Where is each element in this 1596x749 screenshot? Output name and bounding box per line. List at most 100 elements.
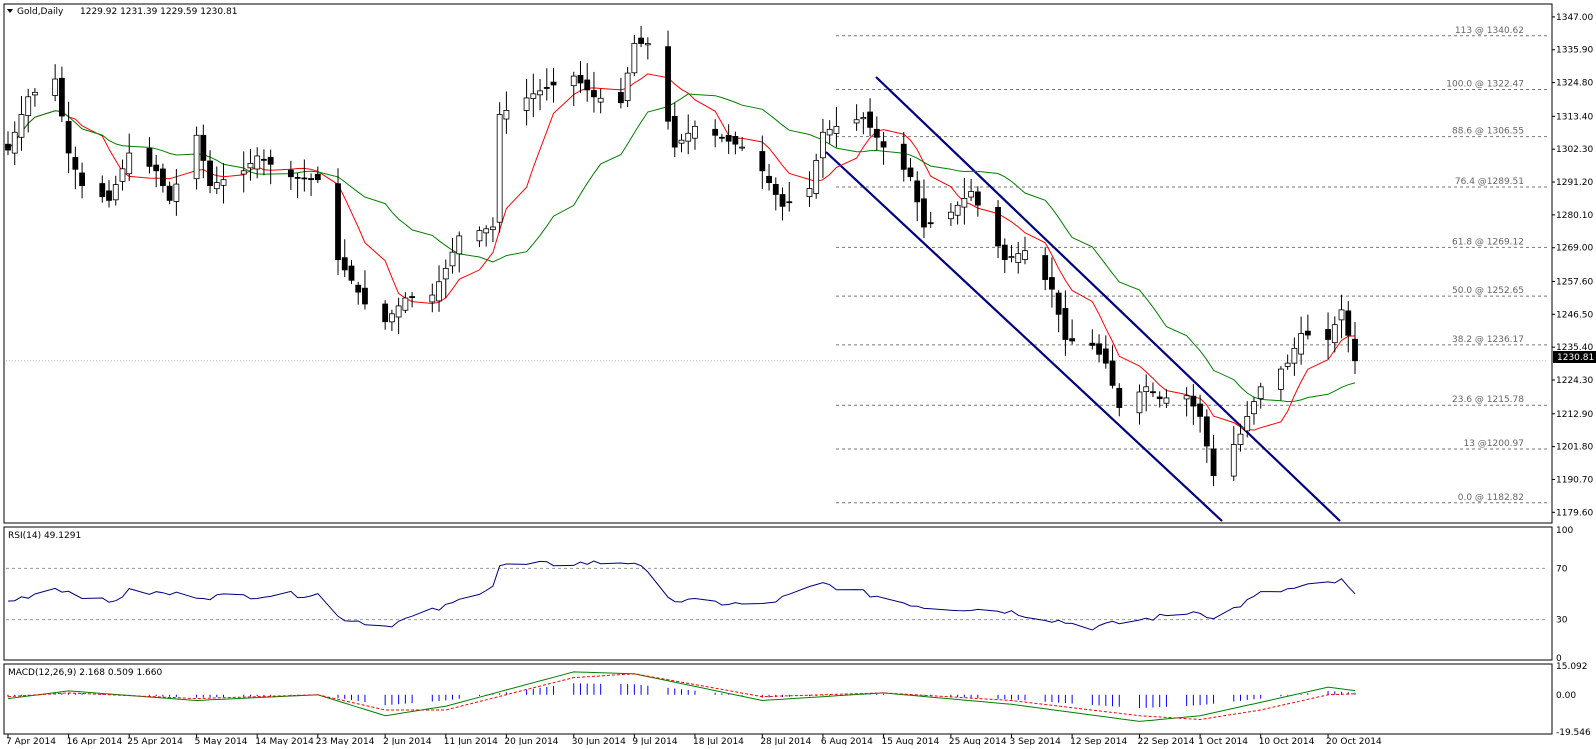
candle-body [314,173,321,181]
candle-body [867,111,873,128]
candle-body [584,79,591,91]
symbol-title: Gold,Daily [17,7,64,17]
ohlc-readout: 1229.92 1231.39 1229.59 1230.81 [80,7,237,17]
candle-body [99,183,106,198]
candle-body [409,296,416,298]
rsi-line [7,560,1356,631]
candle-body [974,191,981,206]
candle-body [591,90,597,98]
rsi-tick-label: 70 [1556,564,1568,574]
rsi-tick-label: 30 [1556,616,1568,626]
candle-body [166,185,173,201]
candle-body [1096,343,1102,355]
price-tick-label: 1179.60 [1556,508,1593,518]
candle-body [1203,416,1210,447]
date-tick-label: 14 May 2014 [255,737,314,745]
date-tick-label: 10 Oct 2014 [1259,737,1315,745]
candle-body [1049,277,1055,290]
candle-body [631,43,638,74]
symbol-dropdown-icon[interactable] [7,9,13,13]
candle-body [900,143,907,170]
candle-body [617,92,624,104]
candle-body [644,43,651,46]
date-axis: 7 Apr 2014 16 Apr 2014 25 Apr 2014 5 May 20… [6,734,1382,747]
fib-level-label: 13 @1200.97 [1463,439,1524,449]
date-tick-label: 23 May 2014 [316,737,375,745]
macd-title: MACD(12,26,9) 2.168 0.509 1.660 [8,668,163,678]
fib-level-label: 38.2 @ 1236.17 [1452,335,1524,345]
candle-body [213,182,220,190]
candle-body [1278,368,1284,390]
candle-body [860,117,867,120]
candle-body [523,97,530,111]
macd-signal-line [7,673,1356,721]
fib-level-label: 100.0 @ 1322.47 [1446,79,1524,89]
price-tick-label: 1291.20 [1556,178,1593,188]
price-tick-label: 1269.00 [1556,244,1593,254]
candle-body [79,172,85,186]
candle-body [32,91,38,96]
macd-line [7,671,1356,722]
candle-body [442,268,449,280]
candle-body [739,146,746,149]
fib-level-label: 0.0 @ 1182.82 [1458,493,1524,503]
rsi-tick-label: 0 [1556,654,1562,664]
current-price-tag-bg [1553,351,1596,363]
candle-body [456,235,463,255]
candle-body [106,190,112,201]
candle-body [954,204,961,216]
candle-body [1304,330,1311,336]
candle-body [1291,347,1298,364]
candle-body [382,303,389,323]
macd-axis: 15.092 0.00 -19.546 [1556,662,1591,738]
candle-body [550,81,557,86]
candle-body [624,72,631,102]
candle-body [537,90,543,96]
date-tick-label: 15 Aug 2014 [882,737,940,745]
date-tick-label: 18 Jul 2014 [693,737,744,745]
candle-body [503,110,510,120]
fib-level-label: 76.4 @1289.51 [1455,177,1524,187]
candle-body [725,134,732,142]
candle-body [146,148,153,167]
candle-body [719,136,725,139]
candle-body [220,179,227,186]
rsi-axis: 100 70 30 0 [1556,526,1573,664]
candle-body [1251,401,1257,415]
price-axis: 1347.00 1335.90 1324.80 1313.40 1302.30 1291.… [1552,13,1593,518]
candle-body [1136,391,1143,414]
candle-body [1062,308,1069,340]
price-tick-label: 1347.00 [1556,13,1593,23]
candle-body [335,183,341,260]
price-tick-label: 1335.90 [1556,46,1593,56]
candle-body [72,157,79,170]
candle-body [341,257,348,271]
candle-body [968,191,975,198]
candle-body [449,251,456,267]
candle-body [261,158,267,161]
candle-body [308,178,314,180]
candle-body [1042,255,1049,280]
price-tick-label: 1201.80 [1556,443,1593,453]
candle-body [1210,448,1217,477]
candle-body [1150,391,1156,394]
candle-body [665,46,671,122]
candle-body [294,176,301,179]
candle-body [826,128,833,136]
date-tick-label: 20 Oct 2014 [1326,737,1382,745]
price-channel [825,76,1341,522]
candle-body [240,170,247,175]
candle-body [126,152,133,175]
candle-body [671,115,678,148]
candle-body [476,230,483,242]
candle-body [712,128,719,136]
date-tick-label: 28 Jul 2014 [760,737,811,745]
candle-body [772,184,779,195]
candle-body [25,96,32,116]
macd-indicator [7,671,1356,722]
date-tick-label: 25 Aug 2014 [949,737,1007,745]
candle-body [18,114,25,138]
fibonacci-levels: 113 @ 1340.62 100.0 @ 1322.47 88.6 @ 1306.… [6,26,1548,504]
price-tick-label: 1212.90 [1556,410,1593,420]
candle-body [160,168,166,186]
